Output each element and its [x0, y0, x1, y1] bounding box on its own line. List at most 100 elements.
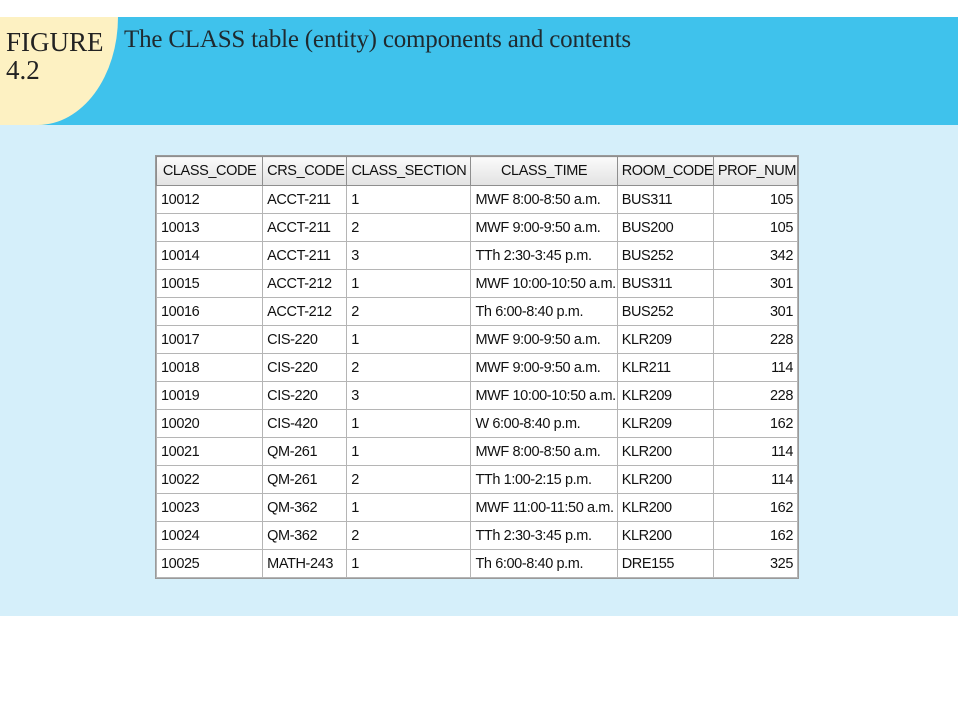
- table-cell[interactable]: 3: [346, 241, 472, 270]
- table-cell[interactable]: W 6:00-8:40 p.m.: [470, 409, 618, 438]
- table-cell[interactable]: 2: [346, 213, 472, 242]
- table-cell[interactable]: 114: [712, 437, 799, 466]
- table-cell[interactable]: KLR200: [616, 465, 714, 494]
- table-cell[interactable]: 10017: [155, 325, 264, 354]
- table-cell[interactable]: BUS311: [616, 185, 714, 214]
- table-row[interactable]: 10014 ACCT-211 3 TTh 2:30-3:45 p.m. BUS252 34…: [155, 241, 799, 270]
- table-cell[interactable]: 228: [712, 381, 799, 410]
- table-row[interactable]: 10016 ACCT-212 2 Th 6:00-8:40 p.m. BUS252 301: [155, 297, 799, 326]
- table-row[interactable]: 10013 ACCT-211 2 MWF 9:00-9:50 a.m. BUS200 10…: [155, 213, 799, 242]
- table-row[interactable]: 10015 ACCT-212 1 MWF 10:00-10:50 a.m. BUS311…: [155, 269, 799, 298]
- table-cell[interactable]: QM-261: [262, 465, 348, 494]
- table-cell[interactable]: KLR209: [616, 381, 714, 410]
- table-cell[interactable]: 10023: [155, 493, 264, 522]
- table-cell[interactable]: ACCT-211: [262, 213, 348, 242]
- column-header[interactable]: ROOM_CODE: [616, 156, 714, 186]
- table-cell[interactable]: 325: [712, 549, 799, 578]
- table-cell[interactable]: QM-362: [262, 521, 348, 550]
- table-cell[interactable]: TTh 1:00-2:15 p.m.: [470, 465, 618, 494]
- table-cell[interactable]: 10012: [155, 185, 264, 214]
- table-cell[interactable]: 2: [346, 465, 472, 494]
- table-cell[interactable]: BUS252: [616, 297, 714, 326]
- table-cell[interactable]: TTh 2:30-3:45 p.m.: [470, 241, 618, 270]
- column-header[interactable]: CLASS_CODE: [155, 156, 264, 186]
- table-row[interactable]: 10021 QM-261 1 MWF 8:00-8:50 a.m. KLR200 114: [155, 437, 799, 466]
- table-cell[interactable]: Th 6:00-8:40 p.m.: [470, 549, 618, 578]
- table-row[interactable]: 10012 ACCT-211 1 MWF 8:00-8:50 a.m. BUS311 10…: [155, 185, 799, 214]
- table-cell[interactable]: TTh 2:30-3:45 p.m.: [470, 521, 618, 550]
- table-cell[interactable]: 1: [346, 549, 472, 578]
- table-cell[interactable]: 2: [346, 353, 472, 382]
- table-cell[interactable]: MWF 9:00-9:50 a.m.: [470, 325, 618, 354]
- table-cell[interactable]: 10014: [155, 241, 264, 270]
- table-cell[interactable]: QM-261: [262, 437, 348, 466]
- table-cell[interactable]: ACCT-212: [262, 269, 348, 298]
- table-cell[interactable]: MWF 9:00-9:50 a.m.: [470, 353, 618, 382]
- table-cell[interactable]: 105: [712, 213, 799, 242]
- table-cell[interactable]: CIS-220: [262, 353, 348, 382]
- table-cell[interactable]: 10019: [155, 381, 264, 410]
- table-cell[interactable]: 228: [712, 325, 799, 354]
- table-cell[interactable]: 10021: [155, 437, 264, 466]
- column-header[interactable]: CLASS_SECTION: [346, 156, 472, 186]
- table-cell[interactable]: 1: [346, 409, 472, 438]
- table-cell[interactable]: MWF 9:00-9:50 a.m.: [470, 213, 618, 242]
- table-cell[interactable]: 301: [712, 269, 799, 298]
- table-cell[interactable]: 162: [712, 409, 799, 438]
- table-cell[interactable]: ACCT-212: [262, 297, 348, 326]
- table-cell[interactable]: CIS-220: [262, 381, 348, 410]
- table-cell[interactable]: 105: [712, 185, 799, 214]
- table-cell[interactable]: MATH-243: [262, 549, 348, 578]
- table-cell[interactable]: MWF 8:00-8:50 a.m.: [470, 437, 618, 466]
- table-row[interactable]: 10018 CIS-220 2 MWF 9:00-9:50 a.m. KLR211 114: [155, 353, 799, 382]
- table-cell[interactable]: 114: [712, 465, 799, 494]
- table-cell[interactable]: 10015: [155, 269, 264, 298]
- table-cell[interactable]: MWF 10:00-10:50 a.m.: [470, 381, 618, 410]
- table-cell[interactable]: CIS-220: [262, 325, 348, 354]
- table-row[interactable]: 10024 QM-362 2 TTh 2:30-3:45 p.m. KLR200 162: [155, 521, 799, 550]
- table-cell[interactable]: KLR209: [616, 325, 714, 354]
- table-cell[interactable]: KLR209: [616, 409, 714, 438]
- table-cell[interactable]: Th 6:00-8:40 p.m.: [470, 297, 618, 326]
- table-cell[interactable]: 10024: [155, 521, 264, 550]
- table-cell[interactable]: 2: [346, 521, 472, 550]
- table-row[interactable]: 10020 CIS-420 1 W 6:00-8:40 p.m. KLR209 162: [155, 409, 799, 438]
- table-cell[interactable]: 162: [712, 521, 799, 550]
- table-cell[interactable]: KLR200: [616, 493, 714, 522]
- table-cell[interactable]: 162: [712, 493, 799, 522]
- table-cell[interactable]: ACCT-211: [262, 241, 348, 270]
- table-cell[interactable]: KLR200: [616, 437, 714, 466]
- table-cell[interactable]: 114: [712, 353, 799, 382]
- table-cell[interactable]: MWF 10:00-10:50 a.m.: [470, 269, 618, 298]
- table-cell[interactable]: ACCT-211: [262, 185, 348, 214]
- table-row[interactable]: 10025 MATH-243 1 Th 6:00-8:40 p.m. DRE155 325: [155, 549, 799, 578]
- table-cell[interactable]: BUS311: [616, 269, 714, 298]
- table-cell[interactable]: QM-362: [262, 493, 348, 522]
- table-cell[interactable]: KLR211: [616, 353, 714, 382]
- table-row[interactable]: 10019 CIS-220 3 MWF 10:00-10:50 a.m. KLR209 2…: [155, 381, 799, 410]
- table-cell[interactable]: 342: [712, 241, 799, 270]
- table-cell[interactable]: 10020: [155, 409, 264, 438]
- table-cell[interactable]: BUS200: [616, 213, 714, 242]
- column-header[interactable]: CLASS_TIME: [470, 156, 618, 186]
- table-cell[interactable]: 1: [346, 185, 472, 214]
- table-cell[interactable]: 1: [346, 325, 472, 354]
- column-header[interactable]: CRS_CODE: [262, 156, 348, 186]
- table-cell[interactable]: BUS252: [616, 241, 714, 270]
- column-header[interactable]: PROF_NUM: [712, 156, 799, 186]
- table-cell[interactable]: 1: [346, 437, 472, 466]
- table-row[interactable]: 10017 CIS-220 1 MWF 9:00-9:50 a.m. KLR209 228: [155, 325, 799, 354]
- table-row[interactable]: 10023 QM-362 1 MWF 11:00-11:50 a.m. KLR200 16…: [155, 493, 799, 522]
- table-cell[interactable]: 1: [346, 269, 472, 298]
- table-cell[interactable]: 10013: [155, 213, 264, 242]
- table-cell[interactable]: 10018: [155, 353, 264, 382]
- table-cell[interactable]: MWF 8:00-8:50 a.m.: [470, 185, 618, 214]
- table-cell[interactable]: MWF 11:00-11:50 a.m.: [470, 493, 618, 522]
- table-row[interactable]: 10022 QM-261 2 TTh 1:00-2:15 p.m. KLR200 114: [155, 465, 799, 494]
- table-cell[interactable]: 3: [346, 381, 472, 410]
- table-cell[interactable]: 1: [346, 493, 472, 522]
- table-cell[interactable]: 2: [346, 297, 472, 326]
- table-cell[interactable]: DRE155: [616, 549, 714, 578]
- table-cell[interactable]: 10025: [155, 549, 264, 578]
- table-cell[interactable]: 10022: [155, 465, 264, 494]
